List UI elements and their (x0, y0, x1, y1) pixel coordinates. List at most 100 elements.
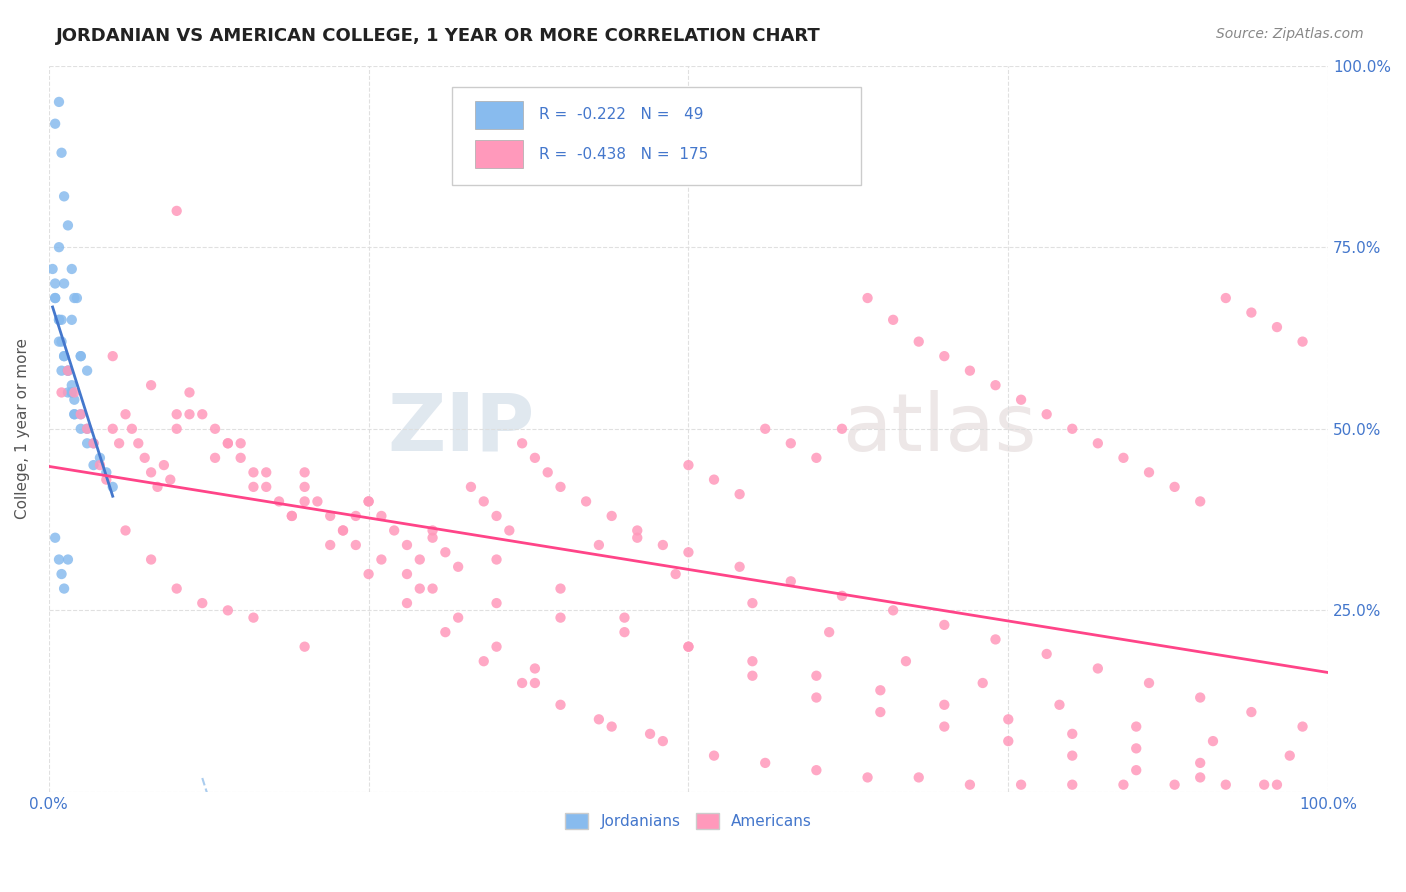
Point (1125, 741, 1147, 756)
Point (984, 378, 1007, 392)
Point (550, 698, 572, 712)
Point (395, 596, 418, 610)
Point (1189, 771, 1212, 785)
Point (1265, 778, 1288, 792)
Point (1265, 320, 1288, 334)
FancyBboxPatch shape (451, 87, 860, 186)
Point (294, 480, 316, 494)
Point (523, 676, 546, 690)
Point (1291, 720, 1313, 734)
Point (934, 349, 956, 363)
Point (1035, 647, 1057, 661)
Point (267, 494, 290, 508)
Point (101, 480, 124, 494)
Point (395, 538, 418, 552)
Point (460, 480, 482, 494)
Point (101, 349, 124, 363)
Point (703, 748, 725, 763)
Point (1163, 778, 1185, 792)
Point (1062, 727, 1084, 741)
Point (728, 559, 751, 574)
Point (523, 450, 546, 465)
Point (83, 458, 105, 472)
Y-axis label: College, 1 year or more: College, 1 year or more (15, 338, 30, 519)
Point (319, 508, 342, 523)
Point (63, 291, 86, 305)
Point (48, 334, 70, 349)
Point (101, 422, 124, 436)
Point (498, 524, 520, 538)
Point (60, 378, 83, 392)
Point (1240, 705, 1263, 719)
Point (146, 480, 169, 494)
Point (1215, 291, 1237, 305)
Point (818, 625, 841, 640)
Point (1240, 305, 1263, 319)
Point (1112, 450, 1135, 465)
Point (332, 524, 354, 538)
Point (48, 240, 70, 254)
Point (63, 407, 86, 421)
Point (959, 778, 981, 792)
Point (600, 508, 623, 523)
Point (447, 610, 470, 624)
Point (1189, 494, 1212, 508)
Point (53, 582, 76, 596)
Point (510, 676, 533, 690)
Point (806, 669, 828, 683)
Point (217, 436, 239, 450)
Point (51, 313, 73, 327)
Point (179, 385, 201, 400)
Point (626, 524, 648, 538)
Text: R =  -0.438   N =  175: R = -0.438 N = 175 (538, 146, 709, 161)
Point (89, 450, 111, 465)
Point (434, 545, 457, 559)
Point (53, 349, 76, 363)
Point (51, 567, 73, 582)
Point (907, 771, 929, 785)
FancyBboxPatch shape (475, 101, 523, 128)
Point (575, 494, 598, 508)
Text: Source: ZipAtlas.com: Source: ZipAtlas.com (1216, 27, 1364, 41)
Point (984, 632, 1007, 647)
Point (229, 436, 252, 450)
Point (56, 219, 79, 233)
Point (242, 610, 264, 624)
Point (741, 654, 763, 668)
Point (741, 596, 763, 610)
Legend: Jordanians, Americans: Jordanians, Americans (560, 807, 818, 835)
Point (638, 727, 661, 741)
Point (69, 407, 91, 421)
Point (1291, 334, 1313, 349)
Point (121, 422, 143, 436)
Point (997, 734, 1019, 748)
Point (76, 364, 98, 378)
Point (1010, 392, 1032, 407)
Point (48, 552, 70, 566)
Point (204, 450, 226, 465)
Point (395, 567, 418, 582)
Point (53, 349, 76, 363)
Point (51, 145, 73, 160)
Point (651, 538, 673, 552)
Point (678, 545, 700, 559)
Point (44, 277, 66, 291)
Point (806, 690, 828, 705)
Point (69, 422, 91, 436)
Point (56, 364, 79, 378)
Point (409, 552, 432, 566)
Point (159, 473, 181, 487)
Point (83, 436, 105, 450)
Point (1137, 676, 1160, 690)
Point (357, 494, 380, 508)
Point (56, 385, 79, 400)
Point (600, 720, 623, 734)
Point (44, 117, 66, 131)
Point (357, 567, 380, 582)
Point (357, 494, 380, 508)
Point (281, 508, 304, 523)
Point (63, 392, 86, 407)
Point (153, 458, 176, 472)
Text: R =  -0.222   N =   49: R = -0.222 N = 49 (538, 108, 703, 122)
Point (1125, 763, 1147, 777)
